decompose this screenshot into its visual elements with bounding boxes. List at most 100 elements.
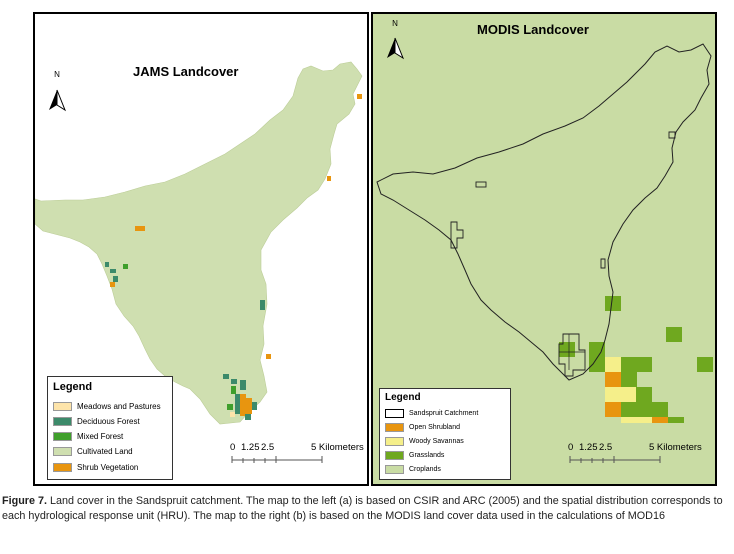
grassland-cell xyxy=(621,372,637,387)
caption-label: Figure 7. xyxy=(2,495,47,507)
legend-item-deciduous: Deciduous Forest xyxy=(53,417,140,426)
savanna-cell xyxy=(621,417,652,423)
grassland-cell xyxy=(621,402,637,417)
left-legend-title: Legend xyxy=(53,381,93,393)
grassland-cell xyxy=(652,402,668,417)
right-scale-bar: 0 1.25 2.5 5 Kilometers xyxy=(565,442,710,468)
left-map-title: JAMS Landcover xyxy=(133,64,239,79)
modis-landcover-map-panel: N MODIS Landcover Legend Sandspruit Catc… xyxy=(371,12,717,486)
grassland-cell xyxy=(697,357,713,372)
scale-label: 2.5 xyxy=(599,442,613,453)
shrub-cell xyxy=(327,176,331,181)
shrub-cell xyxy=(135,226,145,231)
savanna-cell xyxy=(605,387,621,402)
scale-label: 1.25 xyxy=(579,442,598,453)
outline-fragment xyxy=(475,181,487,188)
legend-swatch xyxy=(53,402,72,411)
savanna-cell xyxy=(605,357,621,372)
left-scale-bar: 0 1.25 2.5 5 Kilometers xyxy=(227,442,364,468)
legend-item-grasslands: Grasslands xyxy=(385,451,444,460)
deciduous-cell xyxy=(240,380,246,390)
north-label: N xyxy=(392,19,398,28)
grassland-cell xyxy=(589,342,605,357)
mixed-forest-cell xyxy=(227,404,233,410)
north-label: N xyxy=(54,70,60,79)
legend-swatch xyxy=(385,465,404,474)
grassland-cell xyxy=(636,357,652,372)
shrubland-cell xyxy=(605,372,621,387)
shrub-cell xyxy=(357,94,362,99)
shrub-cell xyxy=(266,354,271,359)
legend-item-croplands: Croplands xyxy=(385,465,441,474)
deciduous-cell xyxy=(252,402,257,410)
shrub-cell xyxy=(246,398,252,414)
shrub-cell xyxy=(110,282,115,287)
savanna-cell xyxy=(621,387,637,402)
scale-label: 5 Kilometers xyxy=(649,442,702,453)
deciduous-cell xyxy=(235,394,240,414)
right-legend: Legend Sandspruit Catchment Open Shrubla… xyxy=(379,388,511,480)
shrubland-cell xyxy=(605,402,621,417)
deciduous-cell xyxy=(110,269,116,273)
catchment-outline xyxy=(376,43,712,381)
deciduous-cell xyxy=(105,262,109,267)
jams-landcover-map xyxy=(35,61,363,425)
legend-item-mixed-forest: Mixed Forest xyxy=(53,432,123,441)
figure-caption: Figure 7. Land cover in the Sandspruit c… xyxy=(2,494,732,523)
legend-swatch xyxy=(385,437,404,446)
grassland-cell xyxy=(621,357,637,372)
outline-fragment xyxy=(600,258,606,269)
scale-bar-graphic xyxy=(231,456,323,463)
legend-item-label: Meadows and Pastures xyxy=(77,402,161,411)
north-arrow-icon xyxy=(49,89,67,112)
meadow-cell xyxy=(230,412,235,417)
grassland-cell xyxy=(636,387,652,402)
modis-cells xyxy=(559,296,713,423)
grassland-cell xyxy=(605,296,621,311)
deciduous-cell xyxy=(223,374,229,379)
mixed-forest-cell xyxy=(123,264,128,269)
legend-item-woody-savannas: Woody Savannas xyxy=(385,437,464,446)
right-map-title: MODIS Landcover xyxy=(477,22,589,37)
deciduous-cell xyxy=(113,276,118,282)
shrub-cell xyxy=(240,394,246,416)
legend-item-label: Cultivated Land xyxy=(77,447,133,456)
legend-item-label: Grasslands xyxy=(409,452,445,459)
right-legend-title: Legend xyxy=(385,392,421,403)
legend-item-label: Sandspruit Catchment xyxy=(409,410,479,417)
legend-item-cultivated: Cultivated Land xyxy=(53,447,133,456)
north-arrow-icon xyxy=(387,37,405,60)
hru-cells xyxy=(105,94,362,420)
deciduous-cell xyxy=(231,379,237,384)
scale-bar-graphic xyxy=(569,456,661,463)
outline-fragment xyxy=(450,221,464,249)
outline-fragment xyxy=(558,333,586,377)
scale-label: 1.25 xyxy=(241,442,260,453)
legend-item-label: Croplands xyxy=(409,466,441,473)
grassland-cell xyxy=(589,357,605,372)
grassland-cell xyxy=(666,327,682,342)
legend-swatch xyxy=(53,417,72,426)
legend-item-label: Open Shrubland xyxy=(409,424,460,431)
legend-swatch xyxy=(385,409,404,418)
legend-item-label: Woody Savannas xyxy=(409,438,464,445)
scale-label: 5 Kilometers xyxy=(311,442,364,453)
legend-swatch xyxy=(53,432,72,441)
jams-landcover-map-panel: N JAMS Landcover Legend Meadows and Past… xyxy=(33,12,369,486)
legend-swatch xyxy=(385,451,404,460)
grassland-cell xyxy=(668,417,684,423)
legend-swatch xyxy=(53,463,72,472)
legend-item-label: Deciduous Forest xyxy=(77,417,140,426)
mixed-forest-cell xyxy=(231,386,236,394)
outline-fragment xyxy=(668,131,676,139)
legend-item-open-shrubland: Open Shrubland xyxy=(385,423,460,432)
caption-text: Land cover in the Sandspruit catchment. … xyxy=(2,495,723,522)
legend-item-label: Mixed Forest xyxy=(77,432,124,441)
deciduous-cell xyxy=(245,414,251,420)
legend-item-label: Shrub Vegetation xyxy=(77,463,139,472)
scale-label: 0 xyxy=(230,442,236,453)
legend-swatch xyxy=(385,423,404,432)
legend-item-shrub: Shrub Vegetation xyxy=(53,463,138,472)
legend-item-meadows: Meadows and Pastures xyxy=(53,402,161,411)
scale-label: 0 xyxy=(568,442,574,453)
